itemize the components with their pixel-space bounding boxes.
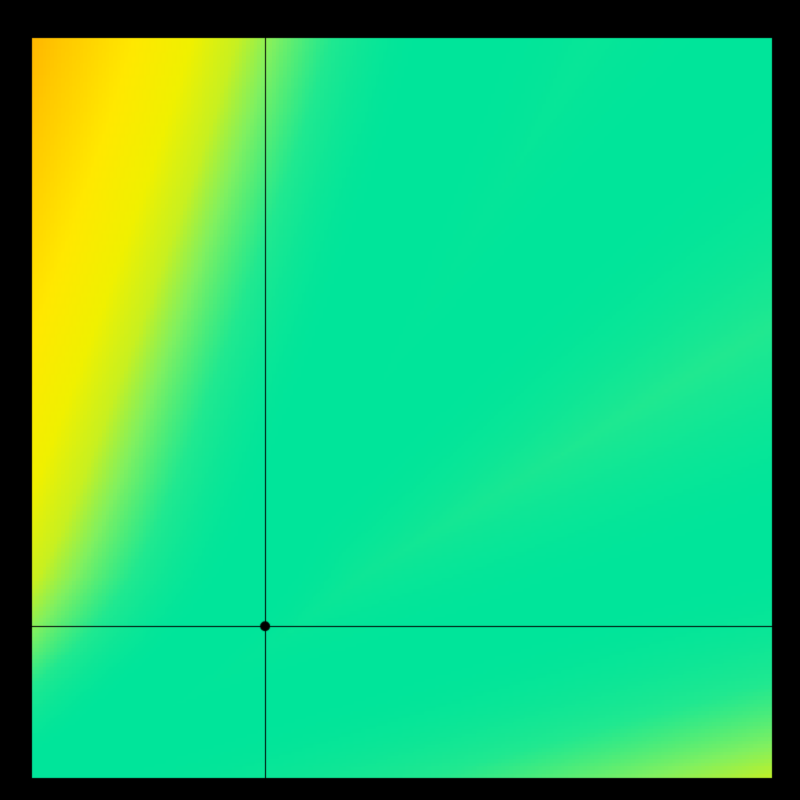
bottleneck-heatmap [0, 0, 800, 800]
